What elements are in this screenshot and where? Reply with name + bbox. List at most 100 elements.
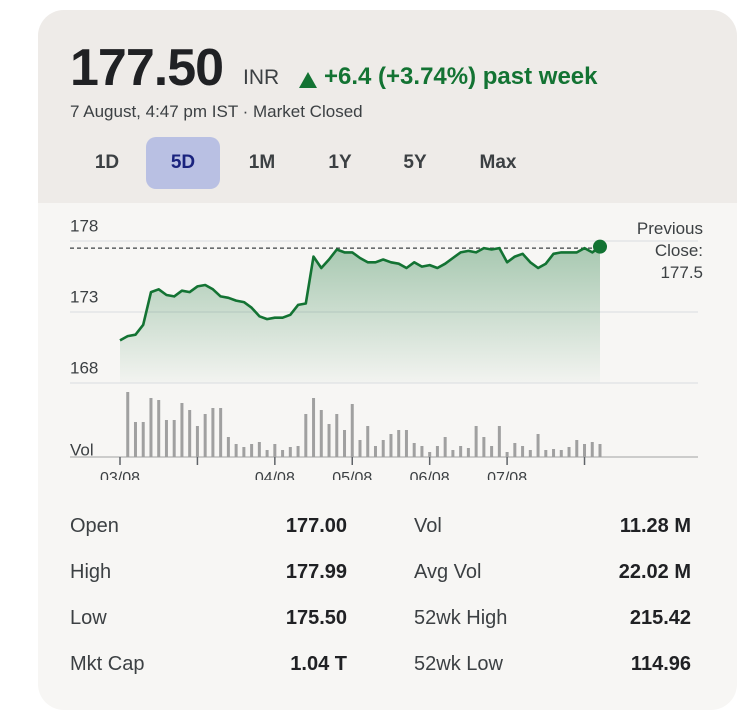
currency: INR — [243, 66, 280, 89]
volume-bar — [343, 430, 347, 457]
previous-close: Previous Close: 177.5 — [628, 218, 703, 284]
y-tick-label: 178 — [70, 216, 98, 235]
volume-bar — [590, 442, 594, 457]
volume-label: Vol — [70, 440, 94, 459]
volume-bar — [141, 422, 145, 457]
volume-bar — [312, 398, 316, 457]
volume-bar — [404, 430, 408, 457]
volume-bar — [188, 410, 192, 457]
volume-bar — [335, 414, 339, 457]
stat-label: High — [70, 561, 112, 583]
volume-bar — [203, 414, 207, 457]
y-tick-label: 173 — [70, 287, 98, 306]
stat-value: 177.99 — [285, 561, 347, 583]
stat-label: Low — [70, 607, 107, 629]
volume-bar — [304, 414, 308, 457]
volume-bar — [226, 437, 230, 457]
volume-bar — [373, 446, 377, 457]
volume-bar — [273, 444, 277, 457]
range-tab[interactable]: 1Y — [328, 152, 352, 173]
volume-bar — [350, 404, 354, 457]
stat-label: 52wk High — [414, 607, 508, 629]
volume-bar — [567, 447, 571, 457]
volume-bar — [219, 408, 223, 457]
volume-bar — [126, 392, 130, 457]
volume-bar — [180, 403, 184, 457]
volume-bar — [381, 440, 385, 457]
volume-bar — [389, 434, 393, 457]
volume-bar — [497, 426, 501, 457]
previous-close-label: Previous Close: — [636, 219, 703, 260]
volume-bar — [505, 452, 509, 457]
volume-bar — [397, 430, 401, 457]
stat-value: 175.50 — [285, 607, 347, 629]
volume-bar — [451, 450, 455, 457]
previous-close-value: 177.5 — [660, 263, 703, 282]
x-tick-label: 06/08 — [410, 470, 450, 480]
volume-bar — [428, 452, 432, 457]
x-tick-label: 04/08 — [255, 470, 295, 480]
volume-bar — [443, 437, 447, 457]
volume-bar — [559, 450, 563, 457]
volume-bar — [164, 420, 168, 457]
volume-bar — [366, 426, 370, 457]
volume-bar — [544, 450, 548, 457]
stat-label: Vol — [414, 515, 442, 537]
stat-value: 215.42 — [629, 607, 691, 629]
volume-bar — [172, 420, 176, 457]
volume-bar — [265, 450, 269, 457]
volume-bar — [420, 446, 424, 457]
volume-bar — [435, 446, 439, 457]
x-tick-label: 03/08 — [100, 470, 140, 480]
volume-bar — [157, 400, 161, 457]
volume-bar — [598, 444, 602, 457]
volume-bar — [149, 398, 153, 457]
stat-label: Avg Vol — [414, 561, 482, 583]
stat-label: 52wk Low — [414, 653, 503, 675]
stat-value: 11.28 M — [619, 515, 691, 537]
volume-bar — [474, 426, 478, 457]
stat-value: 1.04 T — [290, 653, 347, 675]
stat-label: Open — [70, 515, 119, 537]
last-point — [593, 239, 607, 254]
range-tab[interactable]: 1D — [94, 152, 120, 173]
volume-bar — [575, 440, 579, 457]
stat-value: 114.96 — [630, 653, 691, 675]
y-tick-label: 168 — [70, 358, 98, 377]
volume-bar — [583, 444, 587, 457]
volume-bar — [490, 446, 494, 457]
volume-bar — [257, 442, 261, 457]
volume-bar — [288, 447, 292, 457]
range-tab[interactable]: 1M — [248, 152, 276, 173]
volume-bar — [358, 440, 362, 457]
stock-card: 177.50 INR +6.4 (+3.74%) past week 7 Aug… — [38, 10, 737, 710]
volume-bar — [466, 448, 470, 457]
up-arrow — [299, 72, 317, 88]
volume-bar — [133, 422, 137, 457]
volume-bar — [482, 437, 486, 457]
timestamp: 7 August, 4:47 pm IST · Market Closed — [70, 102, 363, 121]
volume-bar — [234, 444, 238, 457]
volume-bar — [250, 444, 254, 457]
stat-value: 22.02 M — [618, 561, 691, 583]
volume-bar — [281, 450, 285, 457]
range-tab[interactable]: Max — [479, 152, 517, 173]
range-tab[interactable]: 5D — [146, 137, 220, 189]
volume-bar — [296, 446, 300, 457]
volume-bar — [552, 449, 556, 457]
price-change: +6.4 (+3.74%) past week — [324, 63, 598, 90]
volume-bar — [211, 408, 215, 457]
volume-bar — [412, 443, 416, 457]
volume-bar — [513, 443, 517, 457]
price-area — [120, 246, 600, 383]
volume-bar — [195, 426, 199, 457]
x-tick-label: 05/08 — [332, 470, 372, 480]
range-tab[interactable]: 5Y — [403, 152, 427, 173]
volume-bar — [242, 447, 246, 457]
stat-label: Mkt Cap — [70, 653, 145, 675]
price: 177.50 — [70, 39, 224, 97]
price-line — [119, 245, 601, 342]
volume-bar — [521, 446, 525, 457]
